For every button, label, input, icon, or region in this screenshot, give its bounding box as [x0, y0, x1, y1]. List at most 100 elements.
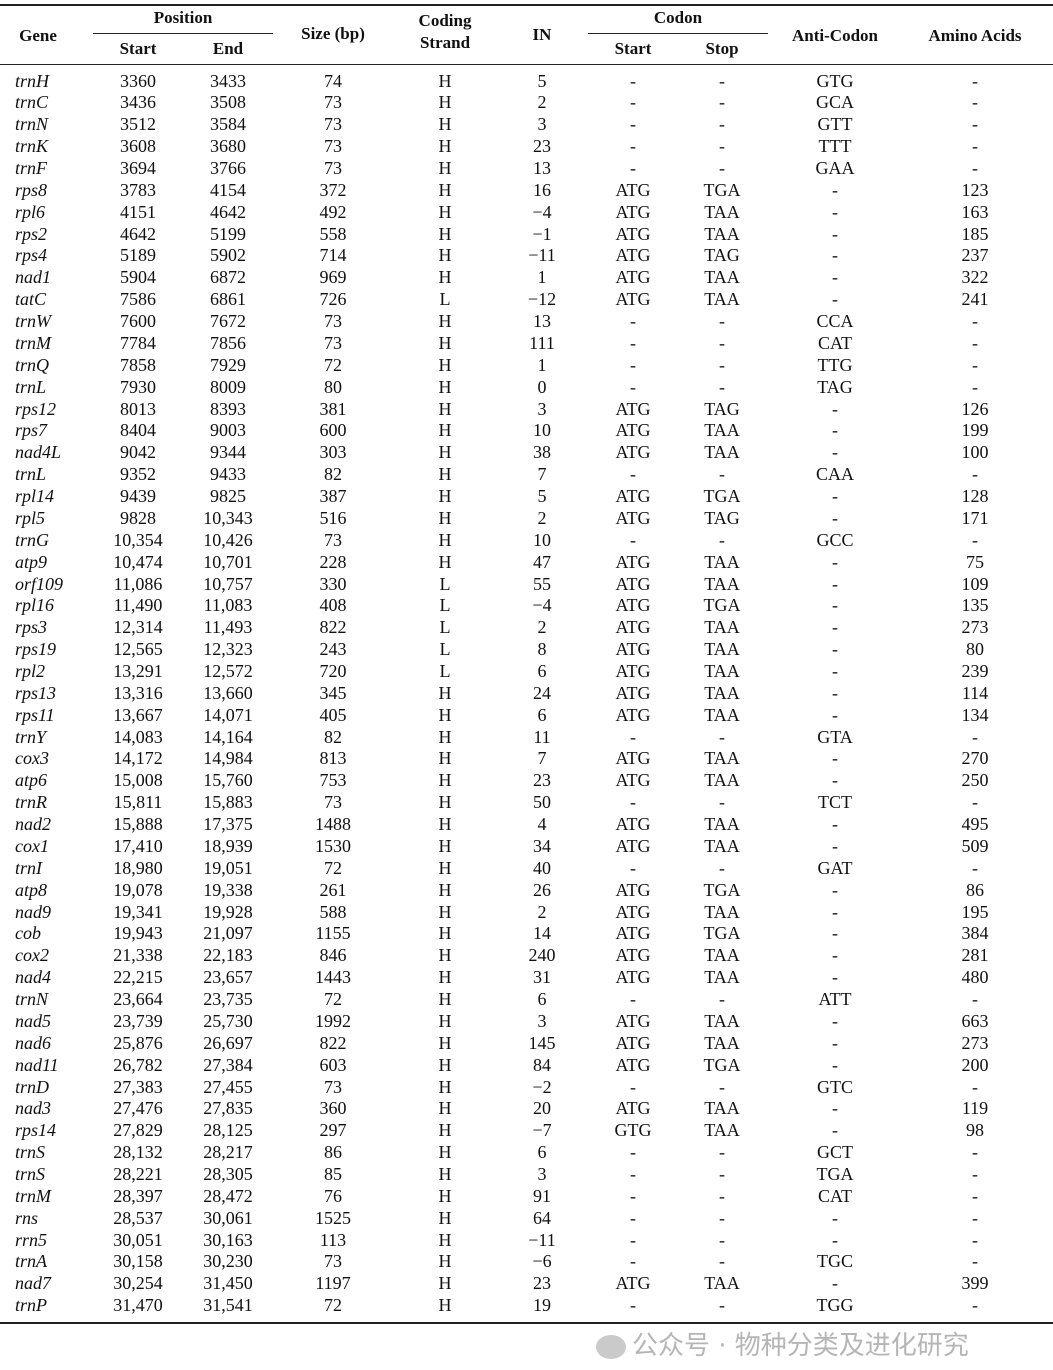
cell-size: 73 — [324, 311, 342, 332]
cell-codon-start: - — [630, 464, 636, 485]
cell-codon-start: ATG — [615, 945, 651, 966]
cell-strand: H — [438, 245, 452, 266]
cell-in: 7 — [537, 748, 547, 769]
cell-gene: trnS — [15, 1142, 46, 1163]
cell-anti-codon: - — [832, 442, 838, 463]
cell-anti-codon: ATT — [818, 989, 852, 1010]
cell-start: 4642 — [120, 223, 156, 244]
cell-codon-start: ATG — [615, 682, 651, 703]
cell-anti-codon: GAT — [817, 857, 853, 878]
cell-codon-stop: - — [719, 857, 725, 878]
cell-gene: trnK — [15, 136, 49, 157]
cell-size: 72 — [324, 354, 342, 375]
cell-end: 14,984 — [203, 748, 253, 769]
cell-amino-acids: 239 — [961, 660, 989, 681]
cell-gene: rps8 — [15, 179, 48, 200]
cell-start: 13,316 — [113, 682, 163, 703]
cell-end: 23,735 — [203, 989, 253, 1010]
cell-gene: nad4L — [15, 442, 62, 463]
cell-size: 408 — [319, 595, 347, 616]
cell-size: 846 — [319, 945, 347, 966]
cell-in: −11 — [528, 1229, 556, 1250]
cell-strand: H — [438, 1295, 452, 1316]
cell-anti-codon: - — [832, 1010, 838, 1031]
wechat-icon — [596, 1334, 626, 1359]
cell-strand: H — [438, 1251, 452, 1272]
cell-gene: tatC — [15, 289, 47, 310]
cell-anti-codon: CAT — [817, 1185, 853, 1206]
cell-size: 405 — [319, 704, 347, 725]
cell-codon-stop: TGA — [703, 923, 741, 944]
cell-codon-stop: - — [719, 1295, 725, 1316]
cell-gene: trnS — [15, 1164, 46, 1184]
cell-gene: nad3 — [15, 1098, 51, 1119]
cell-amino-acids: - — [972, 857, 978, 878]
cell-size: 113 — [319, 1229, 347, 1250]
cell-end: 8009 — [210, 376, 246, 397]
cell-codon-stop: - — [719, 726, 725, 747]
cell-size: 753 — [319, 770, 347, 791]
cell-strand: H — [438, 136, 452, 157]
cell-anti-codon: - — [832, 420, 838, 441]
cell-start: 15,811 — [113, 792, 163, 813]
cell-codon-stop: TAA — [704, 617, 740, 638]
cell-size: 73 — [324, 1076, 342, 1097]
cell-gene: nad5 — [15, 1010, 51, 1031]
cell-start: 15,888 — [113, 814, 163, 835]
cell-codon-stop: TGA — [703, 486, 741, 507]
cell-end: 10,426 — [203, 529, 253, 550]
cell-in: −2 — [532, 1076, 552, 1097]
cell-in: 6 — [537, 1142, 547, 1163]
cell-gene: nad1 — [15, 267, 51, 288]
cell-gene: nad4 — [15, 967, 51, 988]
cell-codon-start: - — [630, 70, 636, 91]
cell-in: 50 — [533, 792, 551, 813]
cell-codon-stop: TAA — [704, 1010, 740, 1031]
header-position: Position — [153, 8, 213, 27]
cell-codon-start: - — [630, 1142, 636, 1163]
cell-in: 91 — [533, 1185, 551, 1206]
cell-anti-codon: - — [832, 1098, 838, 1119]
cell-codon-start: ATG — [615, 507, 651, 528]
cell-amino-acids: 399 — [961, 1273, 989, 1294]
cell-end: 11,083 — [203, 595, 253, 616]
cell-codon-stop: - — [719, 1076, 725, 1097]
cell-codon-stop: TAA — [704, 201, 740, 222]
cell-anti-codon: TGG — [816, 1295, 854, 1316]
cell-size: 1992 — [315, 1010, 351, 1031]
cell-size: 492 — [319, 201, 347, 222]
header-coding: Coding — [418, 11, 472, 30]
cell-size: 387 — [319, 486, 347, 507]
cell-anti-codon: CAT — [817, 332, 853, 353]
cell-size: 516 — [319, 507, 347, 528]
cell-size: 297 — [319, 1120, 347, 1141]
cell-strand: H — [438, 486, 452, 507]
cell-size: 73 — [324, 1251, 342, 1272]
cell-anti-codon: - — [832, 201, 838, 222]
cell-in: 31 — [533, 967, 551, 988]
cell-amino-acids: - — [972, 1185, 978, 1206]
cell-anti-codon: - — [832, 245, 838, 266]
cell-size: 82 — [324, 464, 342, 485]
cell-size: 1530 — [315, 835, 351, 856]
cell-start: 3360 — [120, 70, 156, 91]
cell-in: 5 — [537, 70, 547, 91]
cell-strand: H — [438, 748, 452, 769]
cell-end: 3766 — [210, 157, 246, 178]
cell-codon-stop: TAA — [704, 835, 740, 856]
cell-anti-codon: - — [832, 1273, 838, 1294]
cell-in: −4 — [532, 595, 552, 616]
cell-size: 813 — [319, 748, 347, 769]
cell-in: 3 — [537, 1164, 547, 1184]
cell-in: −7 — [532, 1120, 552, 1141]
cell-in: 2 — [537, 92, 547, 113]
cell-end: 14,164 — [203, 726, 253, 747]
cell-start: 18,980 — [113, 857, 163, 878]
cell-start: 13,667 — [113, 704, 163, 725]
cell-amino-acids: 322 — [961, 267, 989, 288]
cell-start: 27,383 — [113, 1076, 163, 1097]
cell-size: 1488 — [315, 814, 351, 835]
cell-codon-stop: TAA — [704, 967, 740, 988]
cell-amino-acids: 98 — [966, 1120, 984, 1141]
